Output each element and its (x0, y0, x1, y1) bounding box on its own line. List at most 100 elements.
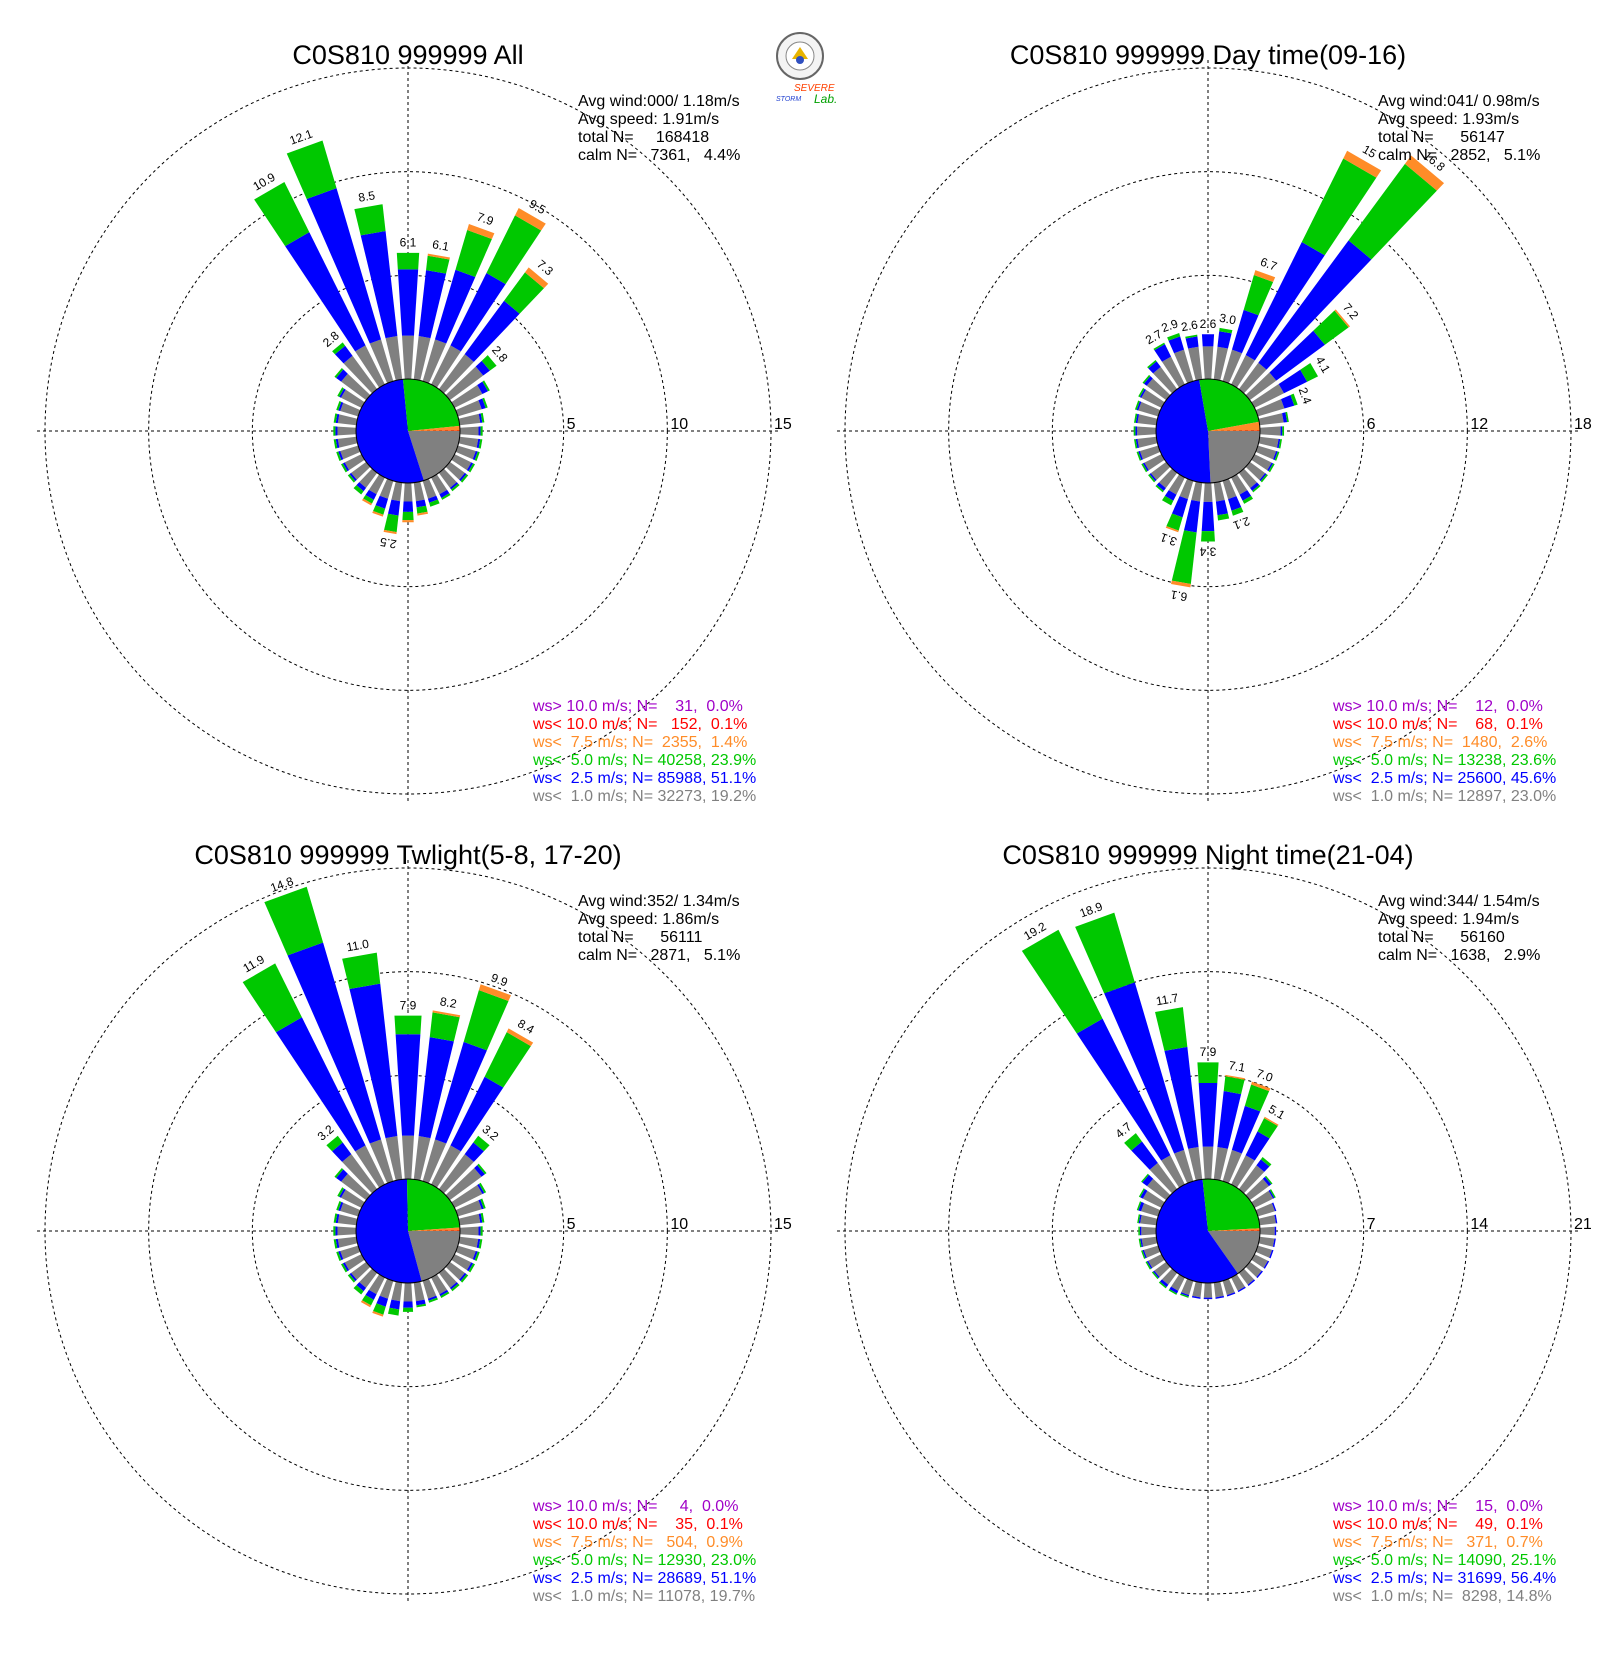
stat-avg-speed: Avg speed: 1.91m/s (578, 111, 719, 128)
legend-entry-ws-gt10: ws> 10.0 m/s; N= 12, 0.0% (1332, 698, 1543, 715)
bar-value-label: 7.9 (1200, 1045, 1217, 1059)
pie-slice-ws-lt5 (407, 1179, 460, 1231)
direction-bar (1214, 1282, 1224, 1299)
bar-value-label: 3.1 (1158, 530, 1179, 549)
direction-bar (334, 1237, 358, 1249)
bar-value-label: 2.1 (1231, 514, 1252, 533)
speed-class-pie (356, 379, 460, 483)
direction-bar (1134, 426, 1156, 435)
bar-segment-ws-lt25 (1199, 1083, 1218, 1147)
bar-segment-ws-lt5 (342, 953, 380, 989)
ring-label: 15 (774, 1216, 792, 1233)
direction-bar (1204, 1283, 1213, 1299)
legend-entry-ws-gt10: ws> 10.0 m/s; N= 31, 0.0% (532, 698, 743, 715)
bar-segment-ws-lt75 (402, 520, 413, 522)
bar-value-label: 2.5 (379, 535, 398, 552)
bar-segment-ws-lt5 (1138, 1227, 1139, 1236)
stat-avg-speed: Avg speed: 1.86m/s (578, 911, 719, 928)
bar-value-label: 2.6 (1200, 317, 1217, 331)
bar-segment-ws-lt5 (481, 1226, 483, 1235)
bar-segment-ws-lt5 (333, 426, 335, 435)
bar-value-label: 7.9 (400, 998, 417, 1012)
bar-segment-ws-lt1 (1141, 1227, 1156, 1235)
direction-bar (334, 1213, 358, 1225)
bar-value-label: 6.1 (400, 236, 417, 250)
direction-bar (1197, 1062, 1218, 1179)
legend-entry-ws-lt1: ws< 1.0 m/s; N= 8298, 14.8% (1332, 1588, 1552, 1605)
pie-slice-ws-lt5 (1203, 1179, 1260, 1231)
ring-label: 10 (670, 416, 688, 433)
bar-segment-ws-lt1 (391, 1282, 402, 1302)
stat-avg-wind: Avg wind:041/ 0.98m/s (1378, 93, 1540, 110)
bar-segment-ws-lt1 (414, 482, 425, 502)
stat-total: total N= 168418 (578, 129, 709, 146)
speed-class-pie (1156, 1179, 1260, 1283)
bar-segment-ws-lt5 (287, 140, 337, 199)
logo-text-lab: Lab. (814, 92, 837, 106)
direction-bar (402, 483, 413, 522)
ring-label: 14 (1470, 1216, 1488, 1233)
bar-segment-ws-lt5 (1134, 426, 1136, 435)
bar-value-label: 12.1 (288, 126, 315, 147)
bar-value-label: 8.5 (357, 188, 376, 205)
bar-segment-ws-lt25 (403, 1302, 413, 1308)
bar-value-label: 2.4 (1296, 385, 1315, 406)
direction-bar (1134, 413, 1157, 425)
bar-segment-ws-lt1 (1204, 483, 1213, 502)
bar-value-label: 6.1 (1169, 587, 1188, 604)
direction-bar (333, 426, 356, 435)
panel-title: C0S810 999999 Twlight(5-8, 17-20) (194, 840, 621, 870)
bar-value-label: 7.0 (1254, 1066, 1275, 1085)
direction-bar (460, 426, 483, 435)
bar-value-label: 2.6 (1180, 317, 1199, 334)
bar-value-label: 3.0 (1218, 311, 1237, 328)
panel-title: C0S810 999999 All (292, 40, 523, 70)
direction-bar (1260, 1227, 1276, 1236)
direction-bar (334, 437, 358, 449)
bar-segment-ws-lt5 (1075, 913, 1135, 994)
bar-segment-ws-lt1 (459, 1214, 481, 1225)
stat-avg-wind: Avg wind:000/ 1.18m/s (578, 93, 740, 110)
bar-segment-ws-lt1 (1204, 1283, 1212, 1298)
legend-entry-ws-lt5: ws< 5.0 m/s; N= 13238, 23.6% (1332, 752, 1556, 769)
speed-class-pie (1156, 379, 1260, 483)
bar-segment-ws-lt25 (398, 269, 418, 335)
bar-value-label: 7.1 (1228, 1058, 1247, 1075)
bar-segment-ws-lt5 (397, 253, 419, 270)
direction-bar (1137, 1214, 1157, 1225)
bar-segment-ws-lt1 (404, 483, 413, 502)
bar-segment-ws-lt1 (460, 1227, 479, 1236)
bar-segment-ws-lt1 (1137, 414, 1157, 425)
bar-segment-ws-lt1 (1259, 437, 1279, 448)
bar-segment-ws-lt1 (1203, 346, 1214, 379)
legend-entry-ws-lt75: ws< 7.5 m/s; N= 504, 0.9% (532, 1534, 743, 1551)
bar-segment-ws-lt5 (430, 1012, 460, 1041)
direction-bar (334, 413, 358, 425)
bar-value-label: 4.1 (1313, 354, 1334, 376)
bar-segment-ws-lt5 (354, 204, 385, 235)
direction-bar (1202, 334, 1214, 379)
legend-entry-ws-lt25: ws< 2.5 m/s; N= 85988, 51.1% (532, 770, 756, 787)
bar-segment-ws-lt5 (243, 963, 302, 1032)
direction-bar (1192, 1282, 1202, 1299)
legend-entry-ws-lt10: ws< 10.0 m/s; N= 49, 0.1% (1332, 1516, 1543, 1533)
bar-segment-ws-lt5 (1282, 426, 1284, 436)
bar-value-label: 5.1 (1266, 1102, 1288, 1123)
bar-segment-ws-lt5 (1197, 1062, 1218, 1083)
bar-segment-ws-lt1 (402, 336, 414, 379)
bar-segment-ws-lt5 (455, 230, 491, 277)
bar-segment-ws-lt5 (333, 1226, 335, 1235)
direction-bar (459, 1237, 483, 1249)
direction-bar (397, 253, 419, 379)
bar-segment-ws-lt5 (464, 990, 509, 1050)
bar-segment-ws-lt5 (394, 1016, 421, 1035)
direction-bar (1139, 1237, 1158, 1248)
bar-segment-ws-lt25 (335, 426, 337, 435)
ring-label: 6 (1367, 416, 1376, 433)
legend-entry-ws-lt10: ws< 10.0 m/s; N= 35, 0.1% (532, 1516, 743, 1533)
bar-value-label: 8.2 (439, 994, 458, 1011)
speed-class-pie (356, 1179, 460, 1283)
stat-calm: calm N= 2852, 5.1% (1378, 147, 1540, 164)
